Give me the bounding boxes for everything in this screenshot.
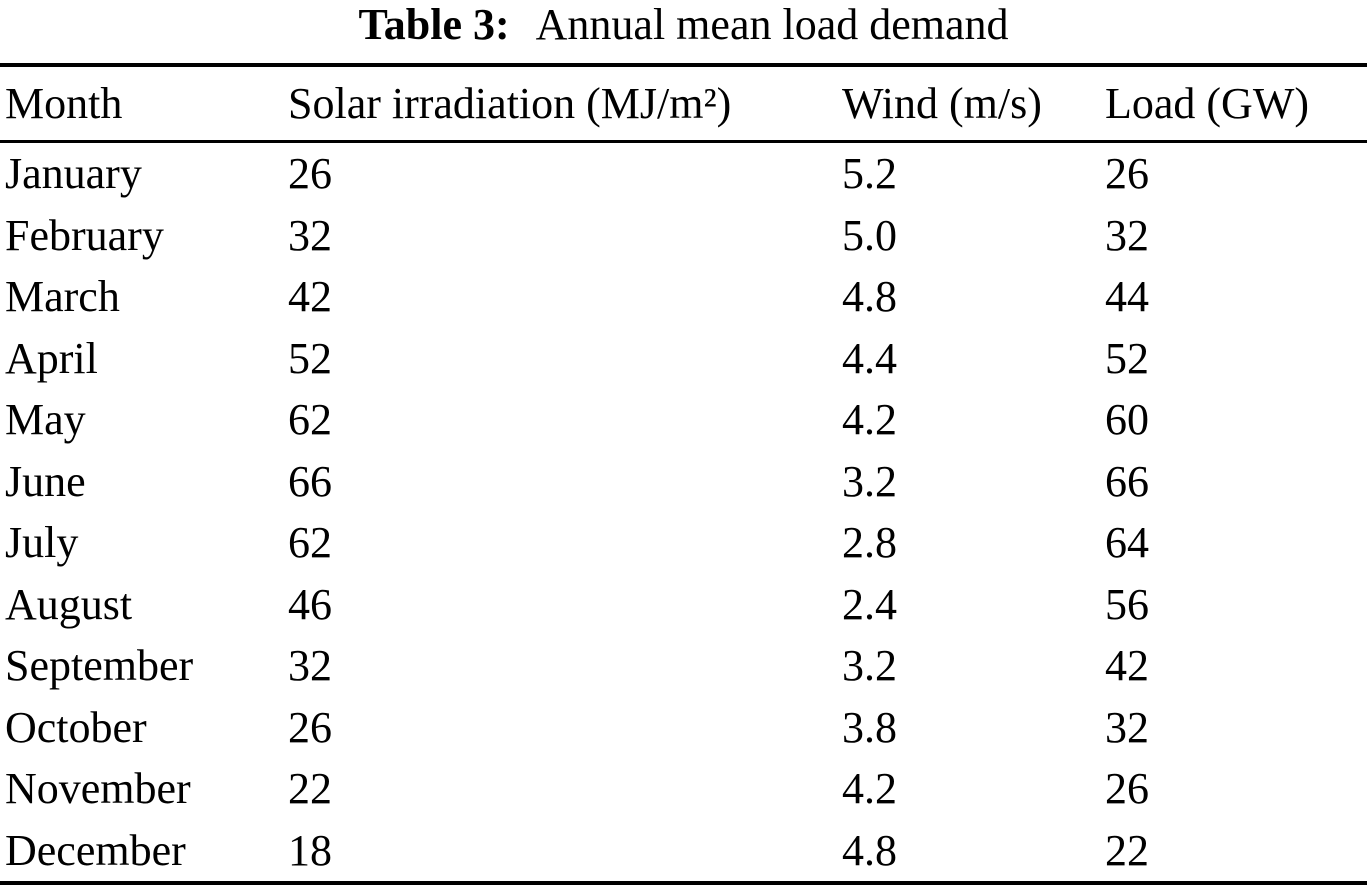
- cell-solar-irradiation: 62: [288, 518, 332, 568]
- cell-month: September: [5, 641, 194, 691]
- cell-solar-irradiation: 52: [288, 333, 332, 383]
- col-header-load: Load (GW): [1100, 65, 1367, 143]
- cell-month: March: [5, 272, 120, 322]
- cell-load: 44: [1105, 272, 1149, 322]
- cell-wind: 3.2: [842, 456, 897, 506]
- cell-month: April: [5, 333, 98, 383]
- cell-wind: 3.8: [842, 702, 897, 752]
- table-row: April 52 4.4 52: [0, 328, 1367, 390]
- cell-wind: 4.2: [842, 764, 897, 814]
- cell-solar-irradiation: 32: [288, 641, 332, 691]
- cell-load: 26: [1105, 149, 1149, 199]
- cell-wind: 4.8: [842, 272, 897, 322]
- cell-month: July: [5, 518, 79, 568]
- table-row: May 62 4.2 60: [0, 389, 1367, 451]
- table-row: June 66 3.2 66: [0, 451, 1367, 513]
- table-row: October 26 3.8 32: [0, 697, 1367, 759]
- table-row: February 32 5.0 32: [0, 205, 1367, 267]
- cell-load: 52: [1105, 333, 1149, 383]
- table-row: August 46 2.4 56: [0, 574, 1367, 636]
- cell-solar-irradiation: 26: [288, 149, 332, 199]
- cell-wind: 2.8: [842, 518, 897, 568]
- table-row: December 18 4.8 22: [0, 820, 1367, 884]
- cell-load: 66: [1105, 456, 1149, 506]
- cell-wind: 5.0: [842, 210, 897, 260]
- cell-month: May: [5, 395, 86, 445]
- cell-load: 32: [1105, 702, 1149, 752]
- cell-wind: 3.2: [842, 641, 897, 691]
- cell-month: November: [5, 764, 191, 814]
- cell-wind: 2.4: [842, 579, 897, 629]
- col-header-wind: Wind (m/s): [837, 65, 1100, 143]
- cell-load: 22: [1105, 825, 1149, 875]
- caption-label: Table 3:: [358, 0, 510, 49]
- col-header-month: Month: [0, 65, 283, 143]
- table-row: January 26 5.2 26: [0, 142, 1367, 205]
- header-row: Month Solar irradiation (MJ/m²) Wind (m/…: [0, 65, 1367, 143]
- table-body: January 26 5.2 26 February 32 5.0 32 March 42 4.8 4…: [0, 142, 1367, 884]
- cell-load: 60: [1105, 395, 1149, 445]
- data-table: Month Solar irradiation (MJ/m²) Wind (m/…: [0, 63, 1367, 885]
- cell-solar-irradiation: 32: [288, 210, 332, 260]
- table-row: November 22 4.2 26: [0, 758, 1367, 820]
- cell-solar-irradiation: 22: [288, 764, 332, 814]
- cell-load: 26: [1105, 764, 1149, 814]
- table-header: Month Solar irradiation (MJ/m²) Wind (m/…: [0, 65, 1367, 143]
- table-row: September 32 3.2 42: [0, 635, 1367, 697]
- cell-solar-irradiation: 46: [288, 579, 332, 629]
- cell-month: February: [5, 210, 164, 260]
- table-row: March 42 4.8 44: [0, 266, 1367, 328]
- cell-solar-irradiation: 18: [288, 825, 332, 875]
- cell-solar-irradiation: 62: [288, 395, 332, 445]
- cell-load: 32: [1105, 210, 1149, 260]
- cell-wind: 4.4: [842, 333, 897, 383]
- cell-solar-irradiation: 26: [288, 702, 332, 752]
- table-row: July 62 2.8 64: [0, 512, 1367, 574]
- cell-solar-irradiation: 42: [288, 272, 332, 322]
- cell-wind: 5.2: [842, 149, 897, 199]
- table-caption: Table 3: Annual mean load demand: [0, 0, 1367, 63]
- cell-month: August: [5, 579, 133, 629]
- cell-wind: 4.2: [842, 395, 897, 445]
- col-header-solar-irradiation: Solar irradiation (MJ/m²): [283, 65, 837, 143]
- cell-month: December: [5, 825, 186, 875]
- caption-text: Annual mean load demand: [535, 0, 1009, 49]
- cell-load: 56: [1105, 579, 1149, 629]
- cell-solar-irradiation: 66: [288, 456, 332, 506]
- cell-month: June: [5, 456, 86, 506]
- cell-load: 42: [1105, 641, 1149, 691]
- cell-load: 64: [1105, 518, 1149, 568]
- cell-wind: 4.8: [842, 825, 897, 875]
- cell-month: October: [5, 702, 147, 752]
- cell-month: January: [5, 149, 142, 199]
